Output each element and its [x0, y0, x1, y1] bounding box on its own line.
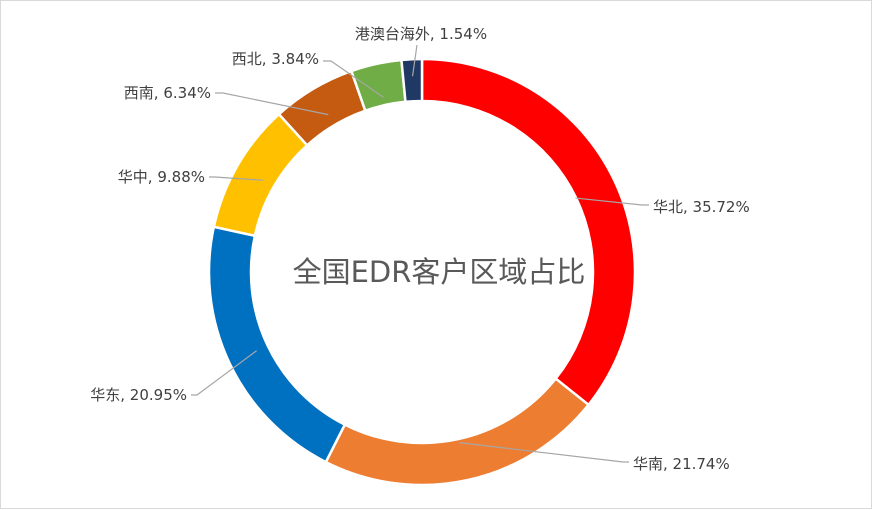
data-label-7: 港澳台海外, 1.54% — [355, 25, 487, 43]
leader-line-4 — [209, 176, 264, 181]
leader-lines-layer — [191, 44, 649, 463]
donut-slice-7 — [400, 57, 424, 104]
data-label-2: 华南, 21.74% — [633, 455, 730, 473]
data-label-5: 西南, 6.34% — [124, 84, 211, 102]
donut-slice-4 — [212, 112, 309, 237]
slices-layer — [207, 57, 637, 487]
leader-line-3 — [191, 350, 257, 396]
leader-line-2 — [459, 442, 629, 463]
data-label-4: 华中, 9.88% — [118, 168, 205, 186]
leader-line-5 — [215, 92, 329, 116]
leader-line-1 — [575, 197, 649, 206]
donut-slice-2 — [324, 377, 590, 487]
data-label-1: 华北, 35.72% — [653, 198, 750, 216]
data-labels-layer: 华北, 35.72% 华南, 21.74% 华东, 20.95% 华中, 9.88% 西… — [90, 25, 749, 473]
data-label-6: 西北, 3.84% — [232, 50, 319, 68]
donut-slice-1 — [420, 57, 637, 407]
chart-title: 全国EDR客户区域占比 — [293, 255, 586, 289]
data-label-3: 华东, 20.95% — [90, 386, 187, 404]
leader-line-6 — [323, 60, 384, 98]
leader-line-7 — [411, 44, 418, 77]
